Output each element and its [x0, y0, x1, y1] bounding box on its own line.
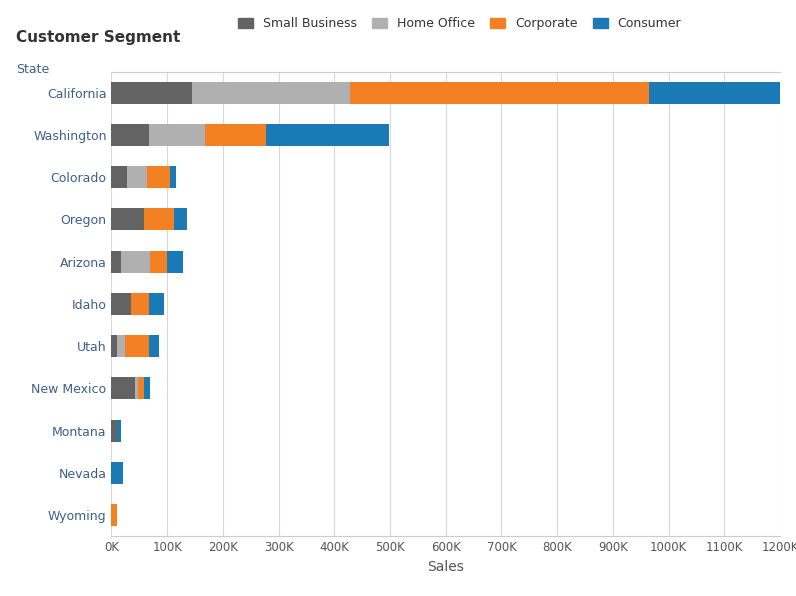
Bar [135, 377, 138, 399]
Bar [111, 504, 117, 526]
Bar [149, 335, 158, 357]
Bar [649, 82, 782, 104]
Bar [111, 293, 131, 315]
Bar [111, 462, 123, 484]
Bar [122, 251, 150, 273]
Bar [170, 166, 176, 188]
Bar [127, 166, 146, 188]
Bar [111, 166, 127, 188]
Bar [167, 251, 183, 273]
Bar [117, 420, 122, 442]
Bar [111, 251, 122, 273]
Bar [192, 82, 350, 104]
Bar [350, 82, 649, 104]
Bar [146, 166, 170, 188]
Bar [138, 377, 144, 399]
Bar [111, 82, 192, 104]
Bar [111, 209, 144, 231]
Legend: Small Business, Home Office, Corporate, Consumer: Small Business, Home Office, Corporate, … [238, 17, 681, 30]
Bar [150, 251, 167, 273]
Bar [111, 377, 135, 399]
X-axis label: Sales: Sales [427, 560, 464, 574]
Bar [117, 335, 126, 357]
Text: State: State [16, 63, 49, 76]
Bar [126, 335, 149, 357]
Bar [174, 209, 186, 231]
Bar [150, 124, 205, 146]
Bar [131, 293, 149, 315]
Bar [111, 420, 117, 442]
Bar [267, 124, 389, 146]
Bar [144, 377, 150, 399]
Bar [111, 335, 117, 357]
Bar [111, 124, 150, 146]
Bar [205, 124, 267, 146]
Bar [149, 293, 164, 315]
Text: Customer Segment: Customer Segment [16, 30, 181, 45]
Bar [144, 209, 174, 231]
